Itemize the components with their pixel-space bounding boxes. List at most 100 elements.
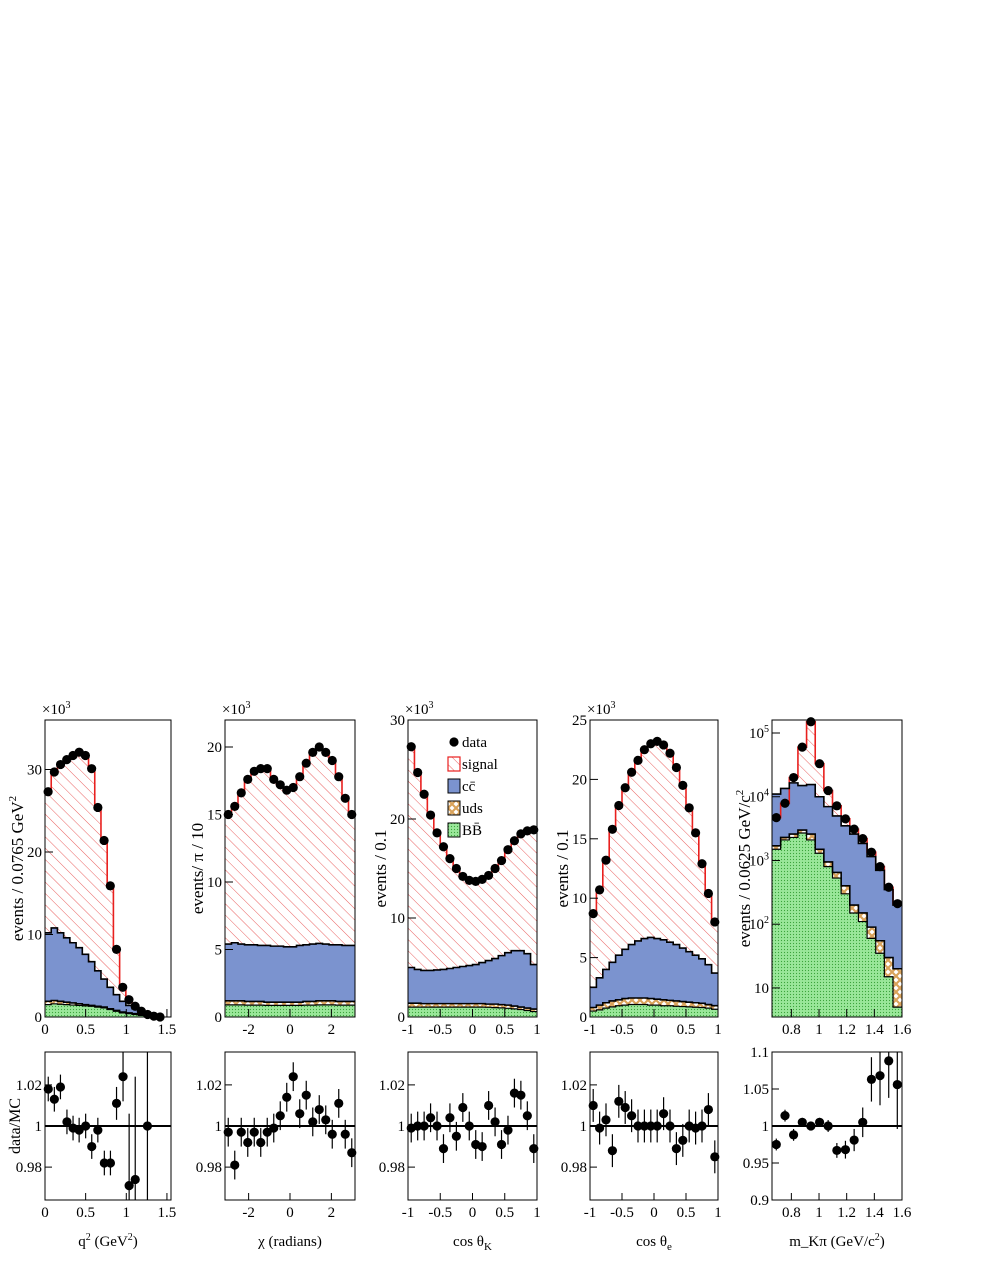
ratio-point: [340, 1129, 350, 1139]
ratio-point: [797, 1117, 807, 1127]
ratio-x-tick-label: -2: [242, 1205, 255, 1221]
ratio-point: [62, 1117, 72, 1127]
ratio-x-tick-label: 1.4: [865, 1205, 884, 1221]
ratio-x-tick-label: 1.2: [837, 1205, 856, 1221]
ratio-point: [295, 1109, 305, 1119]
ratio-point: [503, 1125, 513, 1135]
data-point: [425, 810, 436, 820]
y-tick-label: 10: [572, 891, 587, 907]
ratio-point: [601, 1115, 611, 1125]
x-axis-label: χ (radians): [257, 1234, 322, 1250]
data-point: [413, 767, 423, 778]
chart-panel-q2: 0 0.5 1 1.5 0 10 20 30 ×103 events / 0.0765 GeV2: [7, 700, 176, 1038]
x-tick-label: 1.4: [865, 1022, 884, 1038]
y-tick-label: 103: [749, 851, 769, 869]
y-tick-label: 15: [572, 832, 587, 848]
ratio-point: [334, 1098, 344, 1108]
ratio-point: [249, 1127, 259, 1137]
ratio-y-tick-label: 1: [398, 1119, 406, 1135]
ccbar-outline: [408, 949, 537, 972]
ccbar-area: [590, 937, 718, 1017]
ratio-y-tick-label: 1: [762, 1119, 770, 1135]
ratio-x-tick-label: 0.8: [782, 1205, 801, 1221]
data-point: [275, 780, 285, 790]
x-tick-label: 0.5: [76, 1022, 95, 1038]
x-tick-label: 0: [650, 1022, 658, 1038]
chart-panel-mKpi: 0.8 1 1.2 1.4 1.6 10 102 103 104 105 events / 0.06…: [734, 717, 912, 1038]
ratio-y-tick-label: 1: [35, 1119, 43, 1135]
ratio-y-tick-label: 1.02: [561, 1078, 587, 1094]
x-tick-label: 1: [533, 1022, 541, 1038]
data-point: [340, 793, 350, 803]
bbbar-outline: [408, 1006, 537, 1013]
ratio-point: [124, 1181, 134, 1191]
uds-outline: [408, 1002, 537, 1010]
ratio-point: [314, 1104, 324, 1115]
ratio-point: [516, 1090, 526, 1100]
data-point: [659, 740, 669, 750]
data-point: [780, 798, 790, 808]
x-tick-label: 1.6: [893, 1022, 912, 1038]
ratio-point: [639, 1121, 650, 1131]
legend-uds-label: uds: [462, 801, 483, 817]
legend: data signal cc̄ uds BB̄: [447, 735, 498, 839]
data-point: [288, 782, 298, 793]
data-point: [334, 772, 344, 782]
ratio-point: [665, 1121, 675, 1131]
y-tick-label: 10: [27, 928, 42, 944]
ratio-point: [321, 1115, 331, 1125]
y-tick-label: 15: [207, 808, 222, 824]
ratio-point: [256, 1137, 266, 1148]
ratio-y-tick-label: 1.02: [379, 1078, 405, 1094]
legend-signal-label: signal: [462, 757, 498, 773]
data-point: [633, 755, 643, 765]
ratio-x-tick-label: 0: [469, 1205, 477, 1221]
ratio-y-axis-label: data/MC: [7, 1098, 24, 1154]
ratio-point: [588, 1100, 598, 1111]
ratio-point: [269, 1123, 279, 1133]
ratio-point: [301, 1090, 311, 1100]
x-tick-label: -0.5: [610, 1022, 634, 1038]
x-tick-label: 1.2: [837, 1022, 856, 1038]
y-axis-label: events / 0.0625 GeV/c2: [734, 790, 754, 948]
ratio-point: [522, 1111, 532, 1121]
legend-uds-swatch: [447, 800, 461, 816]
ratio-point: [81, 1121, 91, 1131]
bbbar-outline: [772, 832, 902, 1008]
data-point: [111, 944, 122, 954]
data-point: [832, 801, 842, 811]
y-tick-label: 102: [749, 915, 769, 933]
x-tick-label: -1: [402, 1022, 415, 1038]
bbbar-outline: [225, 1004, 355, 1006]
ratio-point: [413, 1121, 423, 1131]
ratio-point: [697, 1121, 707, 1131]
x-tick-label: 0: [469, 1022, 477, 1038]
y-axis-label: events / 0.1: [371, 830, 390, 908]
ratio-point: [633, 1121, 643, 1131]
legend-ccbar-label: cc̄: [462, 779, 476, 795]
ratio-point: [49, 1094, 59, 1104]
data-point: [43, 787, 53, 797]
ratio-point: [87, 1141, 97, 1152]
ratio-panel-q2: 0 0.5 1 1.5 0.98 1 1.02 data/MC q2 (GeV2): [7, 1051, 176, 1250]
ccbar-area: [225, 942, 355, 1017]
ratio-point: [627, 1111, 637, 1121]
data-point: [445, 854, 455, 864]
x-tick-label: 0.5: [495, 1022, 514, 1038]
data-point: [124, 995, 134, 1005]
ratio-point: [327, 1129, 337, 1139]
ratio-x-tick-label: 0.5: [677, 1205, 696, 1221]
ratio-point: [703, 1104, 714, 1115]
ratio-point: [438, 1144, 449, 1154]
data-point: [849, 824, 859, 834]
data-point: [262, 764, 272, 774]
data-point: [678, 780, 688, 790]
ratio-x-tick-label: -1: [584, 1205, 597, 1221]
ratio-x-tick-label: -0.5: [428, 1205, 452, 1221]
data-point: [327, 755, 337, 766]
y-axis-label: events / 0.1: [553, 830, 572, 908]
x-tick-label: 1: [123, 1022, 131, 1038]
ratio-point: [130, 1174, 140, 1185]
ratio-point: [652, 1121, 662, 1131]
